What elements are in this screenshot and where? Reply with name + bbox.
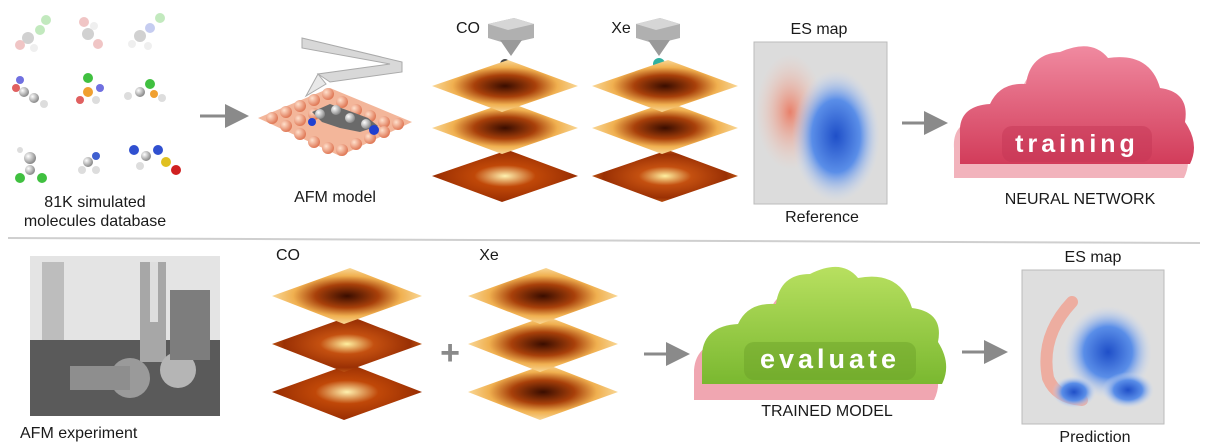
reference-es-map-title: ES map [790,21,848,38]
training-cloud [953,46,1194,179]
co-experimental-stack [272,268,422,420]
prediction-es-map [1021,269,1165,425]
copper-surface [258,88,412,156]
neural-network-label: NEURAL NETWORK [1004,191,1156,208]
prediction-label: Prediction [1059,429,1131,446]
co-simulated-stack [432,18,578,202]
training-text: training [1015,130,1139,158]
afm-image-layer [272,364,422,420]
afm-experiment-photo [30,256,220,416]
molecule-icon [129,145,181,175]
afm-image-layer [592,150,738,202]
afm-image-layer [592,60,738,112]
xe-experimental-label: Xe [479,247,499,264]
afm-image-layer [432,102,578,154]
afm-image-layer [468,364,618,420]
xe-simulated-stack [592,18,738,202]
molecule-database-grid [12,13,181,183]
afm-image-layer [272,316,422,372]
reference-es-map [753,41,888,205]
adsorbed-molecule [308,104,379,135]
database-label-line2: molecules database [23,213,167,230]
plus-sign: + [440,334,460,372]
trained-model-label: TRAINED MODEL [761,403,893,420]
co-experimental-label: CO [276,247,300,264]
section-divider [7,237,1201,244]
molecule-icon [15,15,51,52]
afm-image-layer [468,316,618,372]
reference-label: Reference [785,209,859,226]
molecule-icon [15,147,47,183]
afm-image-layer [432,150,578,202]
afm-image-layer [468,268,618,324]
evaluate-text: evaluate [759,344,901,374]
xe-experimental-stack [468,268,618,420]
evaluate-cloud [694,266,947,400]
cantilever [301,37,403,98]
database-label-line1: 81K simulated [44,194,146,211]
database-label: 81K simulated molecules database [0,193,190,231]
co-tip-label: CO [456,20,480,37]
prediction-es-map-title: ES map [1064,249,1122,266]
xe-tip-label: Xe [611,20,631,37]
afm-experiment-label: AFM experiment [20,425,138,442]
molecule-icon [76,73,104,104]
afm-image-layer [272,268,422,324]
molecule-icon [78,152,100,174]
molecule-icon [79,17,103,49]
afm-image-layer [432,60,578,112]
molecule-icon [12,76,48,108]
afm-image-layer [592,102,738,154]
afm-model-label: AFM model [294,189,376,206]
molecule-icon [124,79,166,102]
afm-model-illustration [258,37,412,156]
molecule-icon [128,13,165,50]
